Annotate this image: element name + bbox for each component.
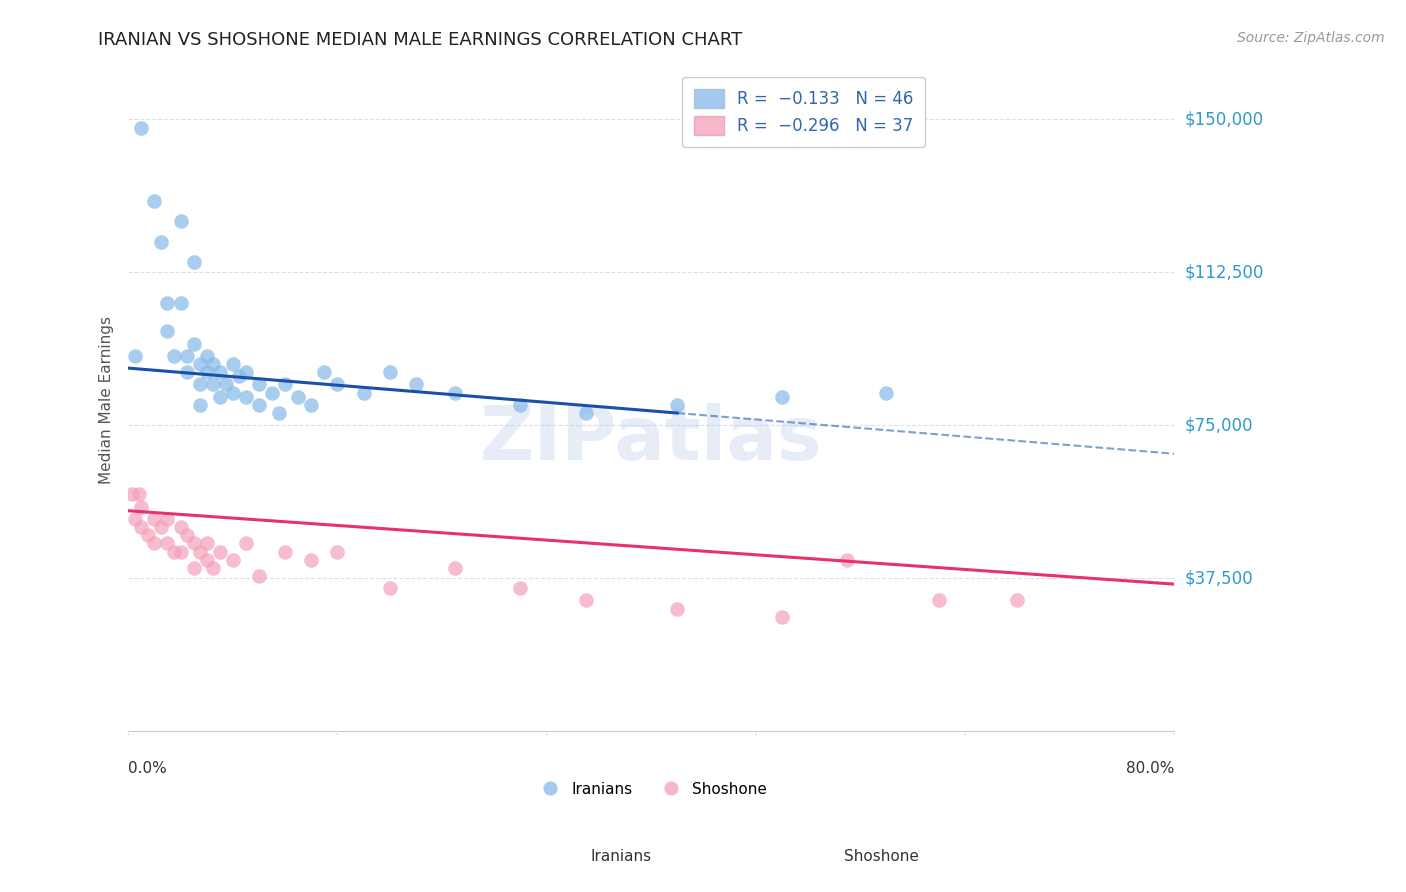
Point — [770, 390, 793, 404]
Point — [274, 544, 297, 558]
Point — [169, 214, 191, 228]
Point — [188, 377, 211, 392]
Point — [666, 398, 689, 412]
Point — [124, 349, 146, 363]
Point — [131, 520, 153, 534]
Point — [837, 552, 859, 566]
Point — [176, 528, 198, 542]
Text: 0.0%: 0.0% — [128, 762, 167, 776]
Point — [156, 536, 179, 550]
Point — [299, 552, 322, 566]
Point — [326, 544, 349, 558]
Text: Shoshone: Shoshone — [844, 849, 918, 863]
Point — [143, 512, 166, 526]
Point — [222, 357, 245, 371]
Point — [378, 581, 401, 595]
Point — [208, 544, 231, 558]
Point — [299, 398, 322, 412]
Point — [222, 552, 245, 566]
Point — [163, 349, 186, 363]
Point — [247, 398, 270, 412]
Point — [247, 377, 270, 392]
Point — [169, 520, 191, 534]
Point — [143, 194, 166, 208]
Point — [928, 593, 950, 607]
Point — [575, 593, 598, 607]
Point — [195, 365, 218, 379]
Point — [405, 377, 427, 392]
Point — [215, 377, 238, 392]
Point — [326, 377, 349, 392]
Point — [131, 120, 153, 135]
Point — [183, 536, 205, 550]
Point — [143, 536, 166, 550]
Text: $150,000: $150,000 — [1185, 111, 1264, 128]
Point — [156, 296, 179, 310]
Point — [176, 349, 198, 363]
Point — [136, 528, 159, 542]
Point — [666, 601, 689, 615]
Point — [188, 357, 211, 371]
Point — [188, 398, 211, 412]
Point — [287, 390, 309, 404]
Point — [195, 349, 218, 363]
Text: ZIPatlas: ZIPatlas — [479, 403, 823, 476]
Point — [163, 544, 186, 558]
Point — [195, 552, 218, 566]
Point — [131, 500, 153, 514]
Text: $112,500: $112,500 — [1185, 263, 1264, 281]
Point — [267, 406, 290, 420]
Point — [247, 569, 270, 583]
Text: IRANIAN VS SHOSHONE MEDIAN MALE EARNINGS CORRELATION CHART: IRANIAN VS SHOSHONE MEDIAN MALE EARNINGS… — [98, 31, 742, 49]
Point — [156, 512, 179, 526]
Point — [235, 390, 257, 404]
Point — [202, 561, 225, 575]
Point — [770, 609, 793, 624]
Point — [124, 512, 146, 526]
Point — [156, 325, 179, 339]
Point — [228, 369, 250, 384]
Y-axis label: Median Male Earnings: Median Male Earnings — [100, 316, 114, 483]
Point — [314, 365, 336, 379]
Point — [188, 544, 211, 558]
Point — [183, 255, 205, 269]
Point — [235, 365, 257, 379]
Point — [183, 561, 205, 575]
Point — [575, 406, 598, 420]
Text: Source: ZipAtlas.com: Source: ZipAtlas.com — [1237, 31, 1385, 45]
Point — [444, 385, 467, 400]
Point — [183, 336, 205, 351]
Point — [509, 398, 531, 412]
Point — [274, 377, 297, 392]
Point — [1005, 593, 1028, 607]
Legend: Iranians, Shoshone: Iranians, Shoshone — [529, 775, 773, 803]
Point — [222, 385, 245, 400]
Point — [202, 357, 225, 371]
Point — [378, 365, 401, 379]
Point — [444, 561, 467, 575]
Point — [169, 544, 191, 558]
Point — [875, 385, 897, 400]
Point — [128, 487, 150, 501]
Text: $75,000: $75,000 — [1185, 417, 1254, 434]
Point — [121, 487, 143, 501]
Point — [149, 520, 172, 534]
Point — [202, 377, 225, 392]
Text: Iranians: Iranians — [591, 849, 651, 863]
Point — [195, 536, 218, 550]
Point — [235, 536, 257, 550]
Point — [208, 390, 231, 404]
Point — [176, 365, 198, 379]
Point — [208, 365, 231, 379]
Text: 80.0%: 80.0% — [1126, 762, 1174, 776]
Point — [260, 385, 283, 400]
Point — [353, 385, 375, 400]
Point — [149, 235, 172, 249]
Point — [509, 581, 531, 595]
Point — [169, 296, 191, 310]
Text: $37,500: $37,500 — [1185, 569, 1254, 587]
